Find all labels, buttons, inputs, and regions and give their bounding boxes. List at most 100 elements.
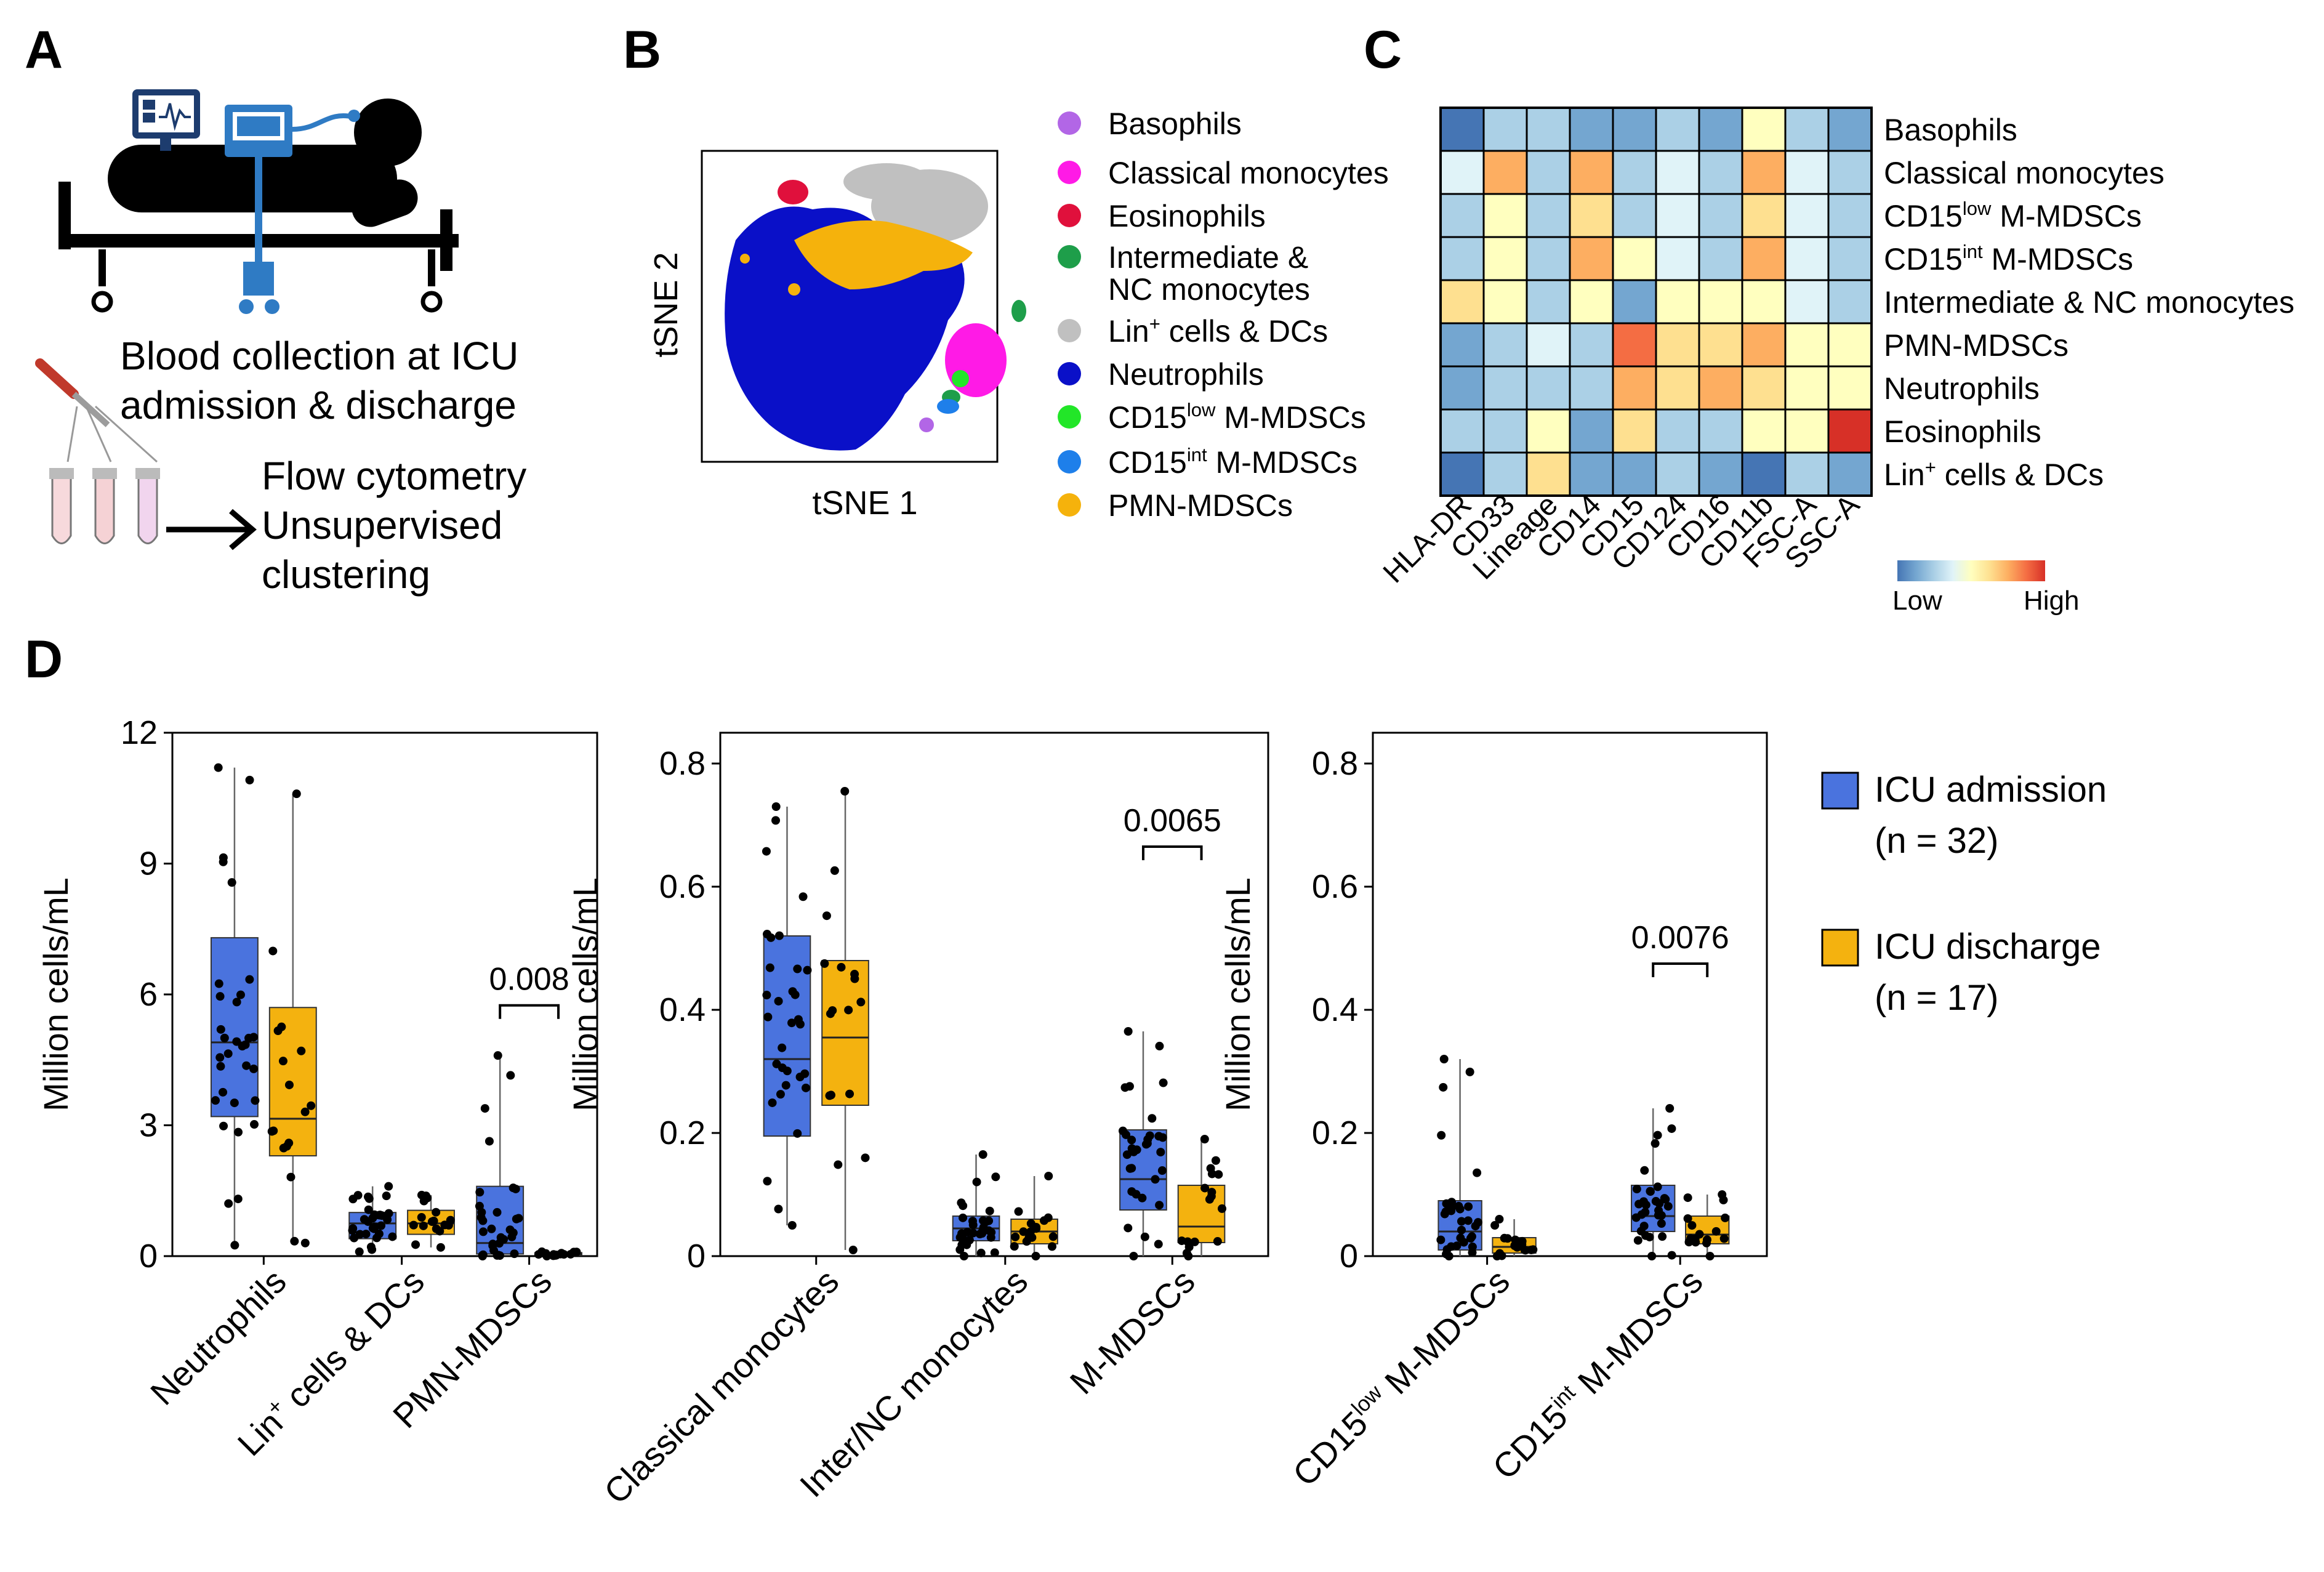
data-point: [1120, 1083, 1130, 1092]
data-point: [1124, 1027, 1133, 1036]
data-point: [1031, 1252, 1040, 1260]
data-point: [1213, 1237, 1222, 1246]
heatmap-cell: [1827, 408, 1873, 454]
data-point: [985, 1206, 994, 1215]
data-point: [1658, 1232, 1667, 1241]
data-point: [419, 1196, 428, 1206]
heatmap-cell: [1569, 322, 1614, 368]
heatmap-cell: [1569, 150, 1614, 195]
data-point: [1473, 1168, 1482, 1177]
data-point: [1665, 1104, 1675, 1113]
data-point: [1124, 1223, 1133, 1233]
flow-line3: clustering: [262, 552, 430, 597]
data-point: [432, 1207, 441, 1217]
data-point: [350, 1233, 359, 1243]
data-point: [1465, 1067, 1474, 1076]
data-point: [763, 1177, 772, 1186]
heatmap-cell: [1655, 322, 1700, 368]
data-point: [1495, 1215, 1504, 1223]
heatmap-cell: [1569, 279, 1614, 324]
data-point: [1647, 1252, 1657, 1260]
data-point: [409, 1220, 418, 1230]
heatmap-cell: [1784, 193, 1830, 238]
data-point: [1122, 1150, 1132, 1159]
flow-line2: Unsupervised: [262, 503, 502, 547]
heatmap-cell: [1741, 451, 1787, 497]
legend-label: CD15low M-MDSCs: [1108, 399, 1366, 435]
x-category-label: CD15low M-MDSCs: [1285, 1261, 1517, 1493]
heatmap-cell: [1741, 236, 1787, 281]
data-point: [1719, 1195, 1728, 1204]
legend-label: PMN-MDSCs: [1108, 488, 1293, 523]
heatmap-cell: [1612, 365, 1657, 411]
heatmap-cell: [1698, 365, 1743, 411]
data-point: [436, 1243, 445, 1252]
legend-label-line2: NC monocytes: [1108, 272, 1310, 307]
data-point: [485, 1137, 494, 1146]
data-point: [215, 992, 225, 1001]
data-point: [1155, 1201, 1164, 1210]
tsne-cluster-pmn: [794, 220, 973, 289]
data-point: [781, 1081, 790, 1090]
legend-n: (n = 32): [1875, 821, 1999, 861]
data-point: [1200, 1135, 1209, 1143]
legend-label: Basophils: [1108, 107, 1242, 141]
data-point: [1641, 1207, 1650, 1217]
heatmap-cell: [1698, 322, 1743, 368]
heatmap-cell: [1784, 279, 1830, 324]
data-point: [286, 1172, 296, 1182]
data-point: [959, 1213, 968, 1222]
data-point: [364, 1192, 373, 1201]
heatmap-cell: [1827, 451, 1873, 497]
data-point: [1159, 1078, 1168, 1087]
data-point: [1495, 1249, 1505, 1258]
x-category-label: CD15int M-MDSCs: [1484, 1261, 1710, 1486]
y-tick-label: 0.8: [659, 745, 706, 782]
data-point: [1129, 1252, 1138, 1260]
data-point: [249, 1064, 259, 1073]
infusion-pump-icon: [225, 105, 360, 314]
data-point: [990, 1248, 999, 1257]
pvalue-bracket: [1652, 962, 1709, 977]
data-point: [1447, 1204, 1456, 1213]
data-point: [1455, 1204, 1465, 1214]
heatmap-row-label: PMN-MDSCs: [1884, 328, 2069, 363]
tsne-cluster-eos: [778, 180, 808, 204]
heatmap-cell: [1612, 107, 1657, 152]
caption-line1: Blood collection at ICU: [120, 334, 518, 378]
heatmap-cell: [1482, 193, 1528, 238]
y-tick-label: 0.6: [1312, 868, 1358, 905]
data-point: [505, 1225, 515, 1235]
heatmap-cell: [1698, 107, 1743, 152]
heatmap-cell: [1439, 451, 1485, 497]
data-point: [232, 998, 241, 1007]
pvalue-label: 0.008: [489, 962, 569, 998]
data-point: [273, 1026, 283, 1036]
data-point: [227, 878, 236, 887]
y-tick-label: 0.8: [1312, 745, 1358, 782]
data-point: [370, 1222, 379, 1231]
data-point: [297, 1046, 306, 1055]
data-point: [1687, 1221, 1697, 1230]
legend-swatch: [1058, 362, 1081, 385]
data-point: [478, 1251, 487, 1260]
heatmap-cell: [1741, 322, 1787, 368]
data-point: [268, 946, 278, 956]
data-point: [1157, 1166, 1167, 1175]
data-point: [1019, 1227, 1028, 1236]
data-point: [1513, 1243, 1522, 1252]
y-tick-label: 0: [1340, 1238, 1358, 1275]
data-point: [1719, 1234, 1729, 1243]
y-tick-label: 3: [139, 1107, 158, 1144]
data-point: [1705, 1252, 1715, 1260]
heatmap-cell: [1569, 451, 1614, 497]
heatmap-cell: [1827, 150, 1873, 195]
data-point: [790, 990, 800, 999]
data-point: [1127, 1144, 1136, 1153]
heatmap-cell: [1526, 107, 1571, 152]
panel-letter-a: A: [25, 20, 63, 79]
heatmap-row-label: CD15int M-MDSCs: [1884, 241, 2133, 276]
data-point: [844, 1006, 853, 1015]
data-point: [1636, 1227, 1646, 1236]
heatmap-cell: [1655, 365, 1700, 411]
